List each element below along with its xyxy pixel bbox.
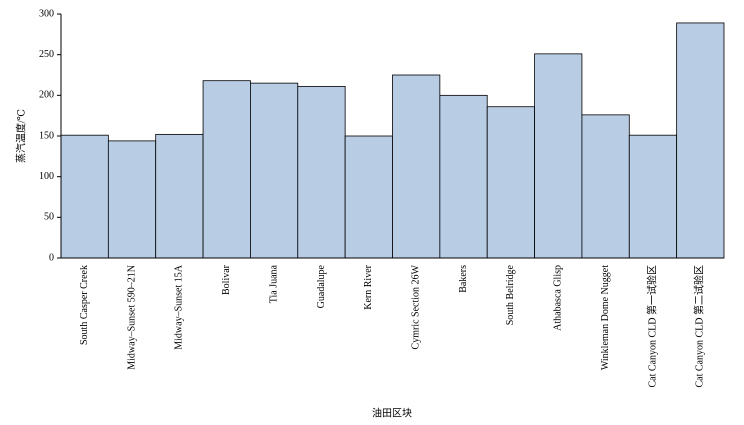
y-axis-label: 蒸汽温度/℃ — [14, 109, 27, 163]
x-tick-label: South Belridge — [505, 264, 516, 325]
y-tick-label: 100 — [39, 171, 54, 182]
x-tick-label: Midway–Sunset 590–21N — [126, 265, 137, 370]
y-tick-label: 50 — [44, 212, 54, 223]
bar — [392, 74, 441, 259]
bar — [60, 134, 109, 259]
bar — [676, 22, 725, 259]
y-tick-label: 300 — [39, 8, 54, 19]
bar — [202, 80, 251, 259]
bar — [486, 106, 535, 259]
bar — [155, 133, 204, 259]
x-tick-label: Athabasca Glisp — [553, 265, 564, 331]
bar — [581, 114, 630, 259]
x-tick-label: Cat Canyon CLD 第二试验区 — [693, 265, 706, 388]
y-tick-label: 0 — [49, 252, 54, 263]
x-tick-label: Tia Juana — [268, 264, 279, 303]
bar — [439, 94, 488, 259]
bar — [107, 140, 157, 259]
x-tick-label: Guadalupe — [316, 264, 327, 308]
y-tick-label: 200 — [39, 90, 54, 101]
y-tick-label: 250 — [39, 49, 54, 60]
x-tick-label: Midway–Sunset 15A — [174, 264, 185, 350]
x-tick-label: Kern River — [363, 264, 374, 309]
bar — [297, 85, 346, 259]
x-tick-label: Bakers — [458, 265, 469, 293]
x-axis-label: 油田区块 — [372, 406, 412, 419]
x-tick-label: Cat Canyon CLD 第一试验区 — [645, 265, 658, 388]
bar — [250, 82, 299, 259]
bar — [344, 135, 393, 259]
y-tick-label: 150 — [39, 130, 54, 141]
x-tick-label: South Casper Creek — [79, 265, 90, 345]
x-tick-label: Winkleman Dome Nugget — [600, 265, 611, 370]
x-tick-label: Bolivar — [221, 264, 232, 295]
bar — [628, 134, 678, 259]
x-tick-label: Cymric Section 26W — [410, 264, 421, 349]
bar — [534, 53, 583, 259]
